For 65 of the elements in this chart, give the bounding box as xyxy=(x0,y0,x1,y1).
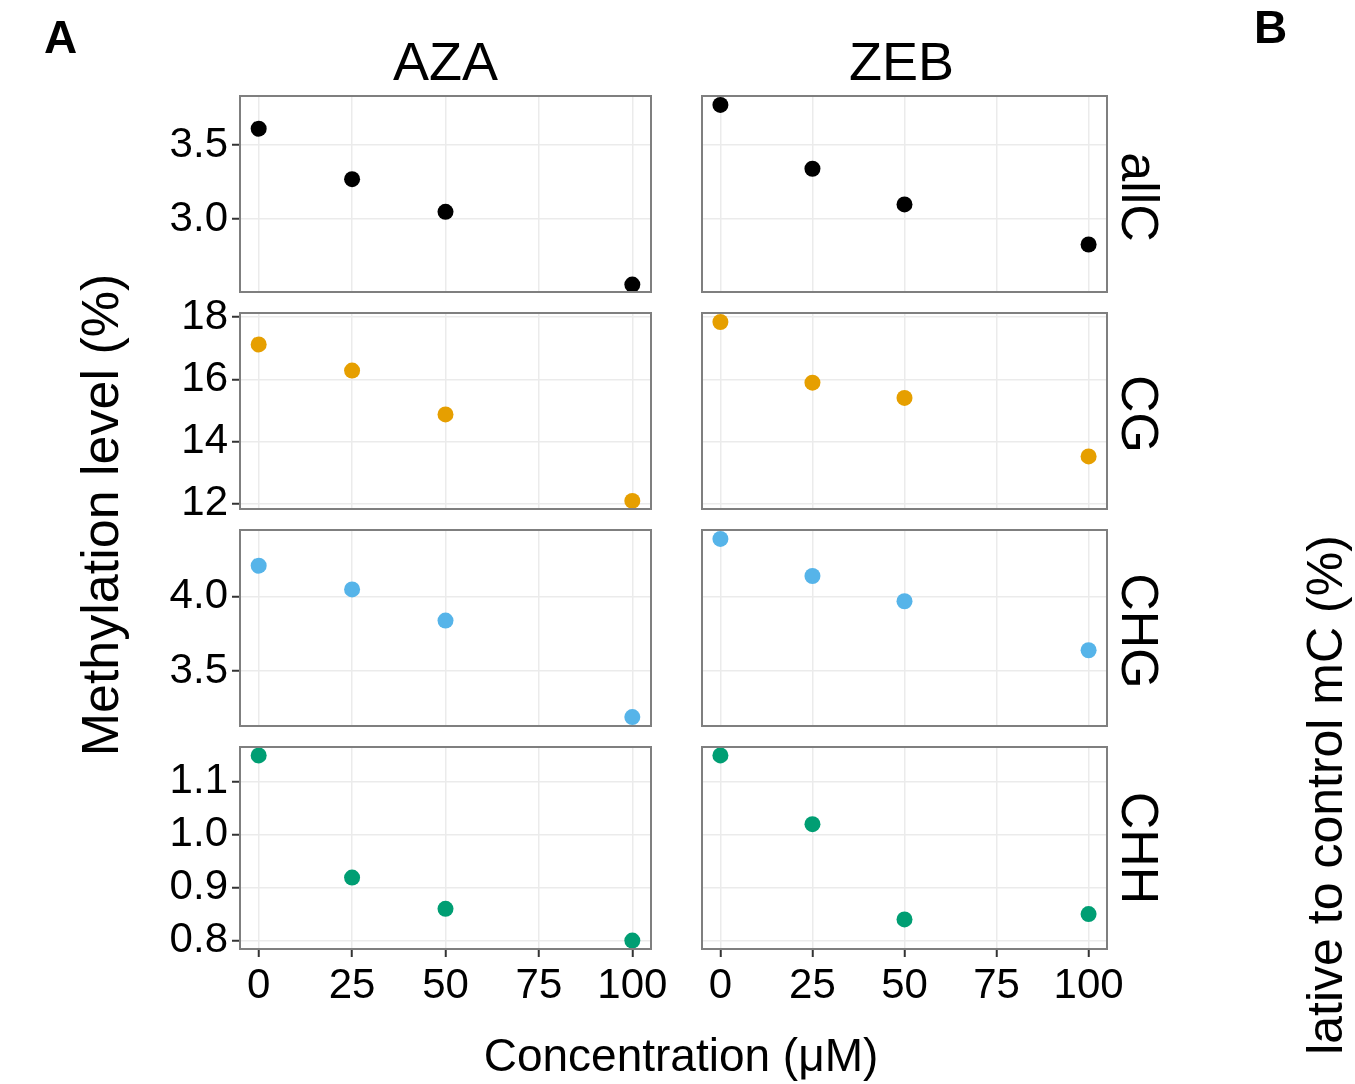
point xyxy=(344,581,361,598)
y-axis-title: Methylation level (%) xyxy=(71,273,129,757)
point xyxy=(344,869,361,886)
point xyxy=(712,96,729,113)
point xyxy=(624,932,641,949)
point xyxy=(250,747,267,764)
x-tick-label: 25 xyxy=(328,959,376,1007)
point xyxy=(804,160,821,177)
y-tick-label: 1.1 xyxy=(169,755,228,803)
x-tick-label: 0 xyxy=(247,959,271,1007)
y2-axis-title: CG xyxy=(1111,375,1169,453)
point xyxy=(804,374,821,391)
point xyxy=(896,911,913,928)
y-tick-label: 4.0 xyxy=(169,570,228,618)
x-tick-label: 75 xyxy=(515,959,563,1007)
x-axis-title: Concentration (μM) xyxy=(483,1029,879,1081)
x-tick-label: 50 xyxy=(422,959,469,1007)
point xyxy=(1080,448,1097,465)
point xyxy=(896,196,913,213)
y2-axis-title: allC xyxy=(1111,152,1169,242)
y2-axis-title: CHG xyxy=(1111,573,1169,689)
text: lative to control mC (%) xyxy=(1297,535,1353,1055)
y-tick-label: 16 xyxy=(181,352,228,400)
point xyxy=(896,593,913,610)
y-tick-label: 3.5 xyxy=(169,644,228,692)
point xyxy=(624,276,641,293)
x-tick-label: 100 xyxy=(1053,959,1124,1007)
y-tick-label: 12 xyxy=(181,477,228,525)
point xyxy=(624,492,641,509)
point xyxy=(712,314,729,331)
point xyxy=(437,203,454,220)
point xyxy=(712,530,729,547)
point xyxy=(896,389,913,406)
y-tick-label: 3.0 xyxy=(169,192,228,240)
chart-title: ZEB xyxy=(848,31,955,91)
point xyxy=(1080,236,1097,253)
x-tick-label: 0 xyxy=(708,959,733,1007)
point xyxy=(1080,906,1097,923)
x-tick-label: 75 xyxy=(973,959,1020,1007)
point xyxy=(250,120,267,137)
point xyxy=(804,568,821,585)
point xyxy=(712,747,729,764)
point xyxy=(437,406,454,423)
y-tick-label: 18 xyxy=(181,290,228,338)
point xyxy=(1080,642,1097,659)
y2-axis-title: CHH xyxy=(1111,791,1169,905)
x-tick-label: 25 xyxy=(789,959,836,1007)
x-tick-label: 100 xyxy=(597,959,668,1007)
point xyxy=(804,816,821,833)
text: A xyxy=(44,11,78,63)
y-tick-label: 0.8 xyxy=(169,914,228,962)
point xyxy=(437,612,454,629)
y-tick-label: 0.9 xyxy=(169,861,228,909)
text: B xyxy=(1254,1,1288,53)
chart-title: AZA xyxy=(392,31,499,91)
y-tick-label: 3.5 xyxy=(169,118,228,166)
x-tick-label: 50 xyxy=(881,959,928,1007)
point xyxy=(250,557,267,574)
point xyxy=(344,171,361,188)
point xyxy=(437,900,454,917)
point xyxy=(344,362,361,379)
y-tick-label: 14 xyxy=(181,415,228,463)
point xyxy=(624,709,641,726)
y-tick-label: 1.0 xyxy=(169,808,228,856)
point xyxy=(250,336,267,353)
